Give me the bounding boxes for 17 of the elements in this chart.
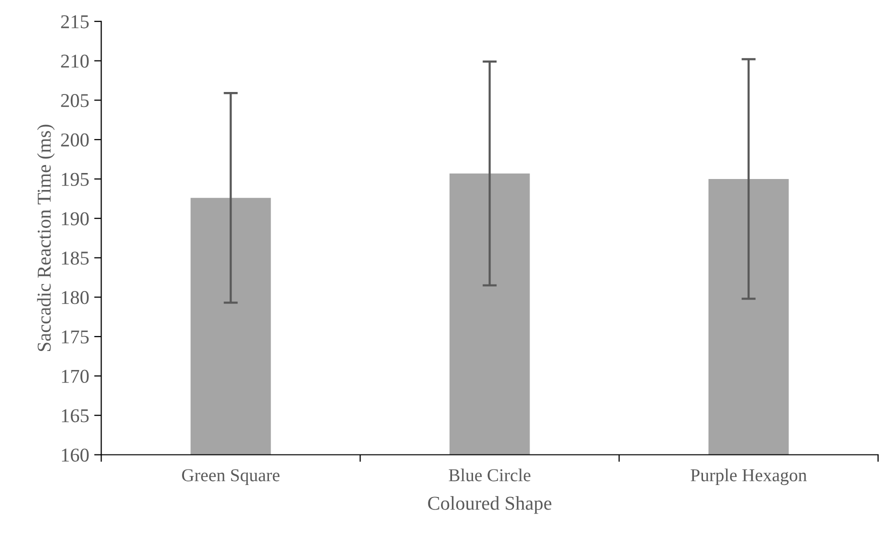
y-tick-label: 190 — [62, 212, 89, 226]
y-axis-title: Saccadic Reaction Time (ms) — [37, 124, 55, 351]
y-tick-label: 175 — [62, 330, 89, 344]
y-tick-label: 205 — [61, 94, 89, 108]
x-tick-label: Green Square — [182, 469, 280, 486]
y-tick-label: 195 — [62, 172, 89, 186]
y-tick-label: 200 — [61, 133, 89, 147]
y-tick-label: 215 — [61, 15, 89, 28]
y-tick-label: 185 — [62, 252, 89, 265]
y-tick-label: 170 — [62, 370, 89, 383]
y-tick-label: 180 — [62, 290, 89, 304]
x-tick-label: Blue Circle — [448, 468, 530, 482]
y-tick-label: 165 — [62, 409, 89, 422]
y-tick-label: 210 — [61, 54, 89, 68]
y-tick-label: 160 — [62, 448, 89, 462]
x-axis-title: Coloured Shape — [428, 496, 552, 514]
x-tick-label: Purple Hexagon — [690, 468, 807, 486]
